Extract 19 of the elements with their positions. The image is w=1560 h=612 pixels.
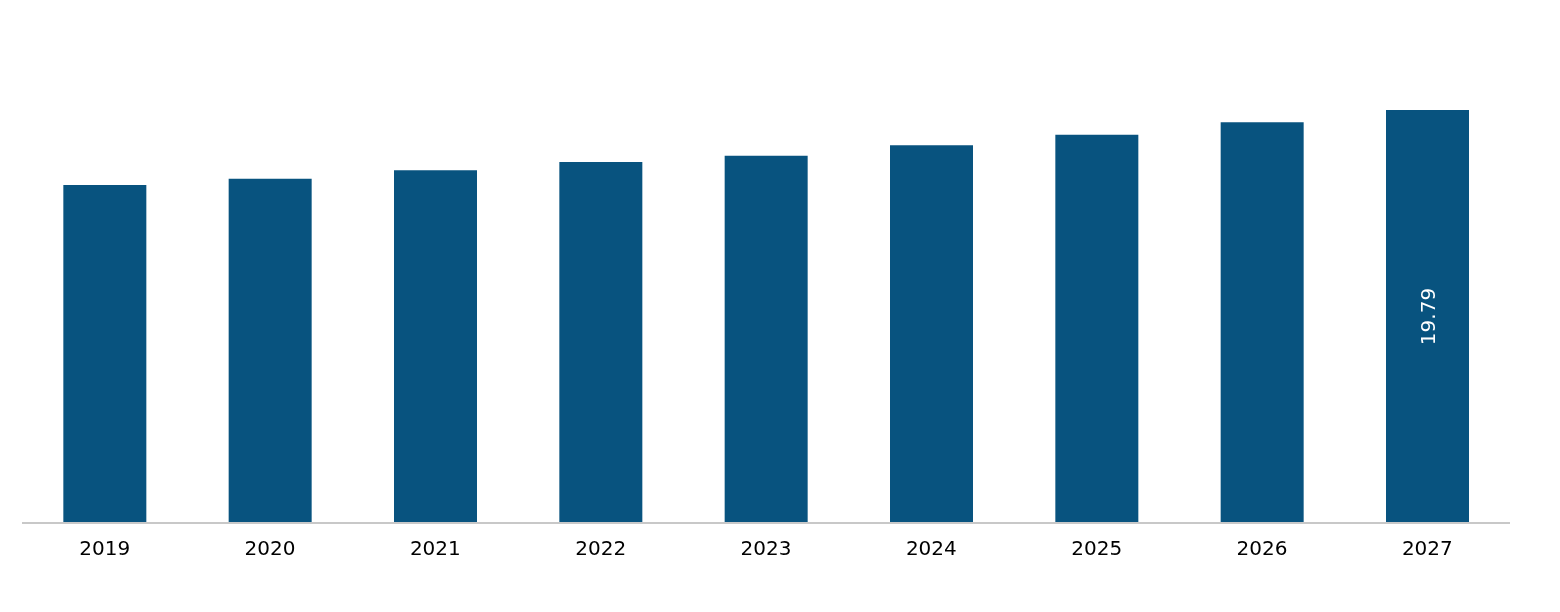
bar — [890, 145, 973, 523]
bar — [1386, 110, 1469, 523]
x-tick-label: 2020 — [244, 536, 296, 561]
x-tick-label: 2021 — [409, 536, 461, 561]
x-tick-label: 2024 — [905, 536, 957, 561]
x-tick-label: 2022 — [575, 536, 627, 561]
bar — [1220, 122, 1304, 523]
x-tick-label: 2023 — [740, 536, 792, 561]
x-tick-label: 2027 — [1401, 536, 1453, 561]
x-tick-label: 2026 — [1236, 536, 1288, 561]
bar — [394, 170, 477, 523]
x-tick-label: 2019 — [79, 536, 131, 561]
bar — [63, 184, 147, 523]
data-label: 19.79 — [1415, 287, 1440, 346]
bar — [724, 155, 808, 523]
bar — [559, 161, 643, 523]
bar — [1055, 134, 1139, 523]
bar — [228, 178, 312, 523]
x-tick-label: 2025 — [1071, 536, 1123, 561]
